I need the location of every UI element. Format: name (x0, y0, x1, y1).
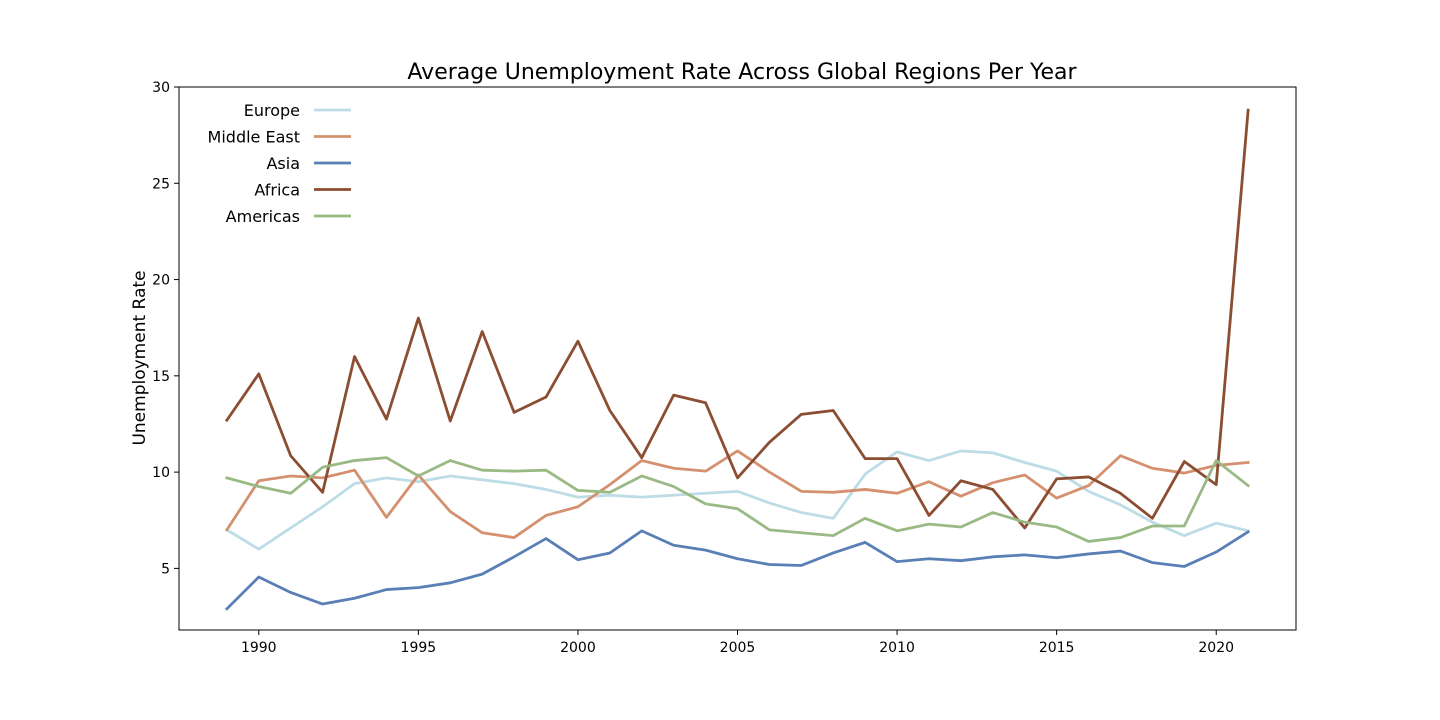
series-line-middle-east (224, 449, 1250, 539)
x-tick-label: 1990 (241, 640, 277, 656)
y-tick-label: 30 (152, 80, 170, 96)
legend-label: Middle East (208, 128, 300, 147)
plot-frame (178, 86, 1297, 631)
x-tick-label: 2000 (560, 640, 596, 656)
y-tick-label: 15 (152, 369, 170, 385)
x-tick-label: 2015 (1039, 640, 1075, 656)
x-tick-label: 2010 (879, 640, 915, 656)
axes-layer: 1990 1995 2000 2005 2010 2015 2020 5 10 15 20 25 30 (152, 80, 1297, 656)
y-tick-label: 5 (161, 561, 170, 577)
y-tick-label: 20 (152, 273, 170, 289)
series-line-asia (224, 529, 1251, 611)
x-tick-label: 2005 (720, 640, 756, 656)
legend-label: Europe (244, 101, 300, 120)
legend: Europe Middle East Asia Africa Americas (208, 101, 351, 226)
series-layer (224, 108, 1251, 611)
x-tick-label: 2020 (1198, 640, 1234, 656)
series-line-europe (224, 449, 1250, 551)
y-tick-label: 10 (152, 465, 170, 481)
legend-label: Asia (266, 154, 300, 173)
legend-label: Africa (254, 181, 300, 200)
x-tick-label: 1995 (401, 640, 437, 656)
y-tick-label: 25 (152, 176, 170, 192)
chart-title: Average Unemployment Rate Across Global … (407, 60, 1077, 85)
legend-label: Americas (226, 207, 300, 226)
y-axis-label: Unemployment Rate (130, 270, 150, 445)
series-line-africa (224, 108, 1250, 530)
series-line-americas (225, 456, 1251, 543)
